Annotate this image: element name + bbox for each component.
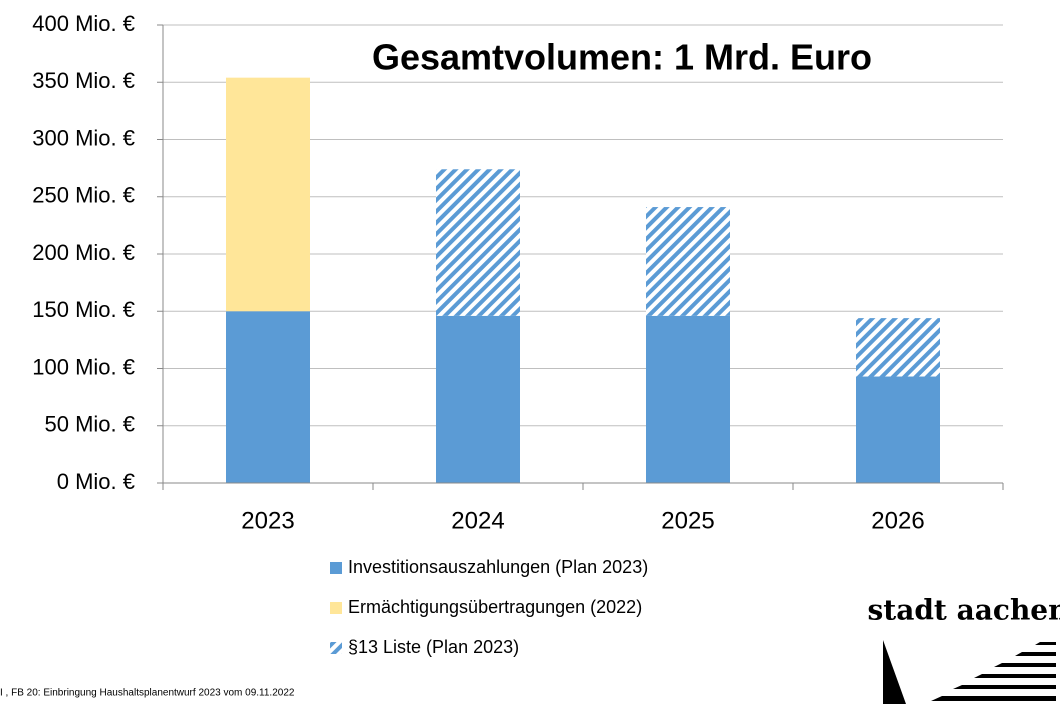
y-tick-label: 50 Mio. € [45,412,136,437]
y-tick-label: 0 Mio. € [57,469,135,494]
x-tick-label: 2024 [451,507,504,534]
bar-segment [226,311,310,483]
legend-swatch [330,602,342,614]
legend-label: Ermächtigungsübertragungen (2022) [348,597,642,617]
legend-label: Investitionsauszahlungen (Plan 2023) [348,557,648,577]
logo-text: stadt aachen [868,594,1060,627]
y-tick-label: 250 Mio. € [32,183,135,208]
bar-segment [226,77,310,312]
logo-shape [883,640,906,704]
y-tick-label: 300 Mio. € [32,125,135,150]
x-tick-label: 2025 [661,507,714,534]
bar-segment [856,376,940,483]
bar-segment [436,169,520,316]
bar-segment [856,318,940,377]
legend-label: §13 Liste (Plan 2023) [348,637,519,657]
legend-swatch [330,642,342,654]
y-tick-label: 400 Mio. € [32,11,135,36]
footer: I , FB 20: Einbringung Haushaltsplanentw… [0,688,295,699]
bar-segment [646,207,730,316]
y-tick-label: 350 Mio. € [32,68,135,93]
x-tick-label: 2023 [241,507,294,534]
bar-segment [646,315,730,483]
x-tick-label: 2026 [871,507,924,534]
logo-stripes [931,642,1056,701]
y-tick-label: 100 Mio. € [32,354,135,379]
logo: stadt aachen [868,594,1060,704]
y-tick-label: 150 Mio. € [32,297,135,322]
y-tick-label: 200 Mio. € [32,240,135,265]
bar-segment [436,315,520,483]
chart-title: Gesamtvolumen: 1 Mrd. Euro [372,37,872,78]
legend-swatch [330,562,342,574]
